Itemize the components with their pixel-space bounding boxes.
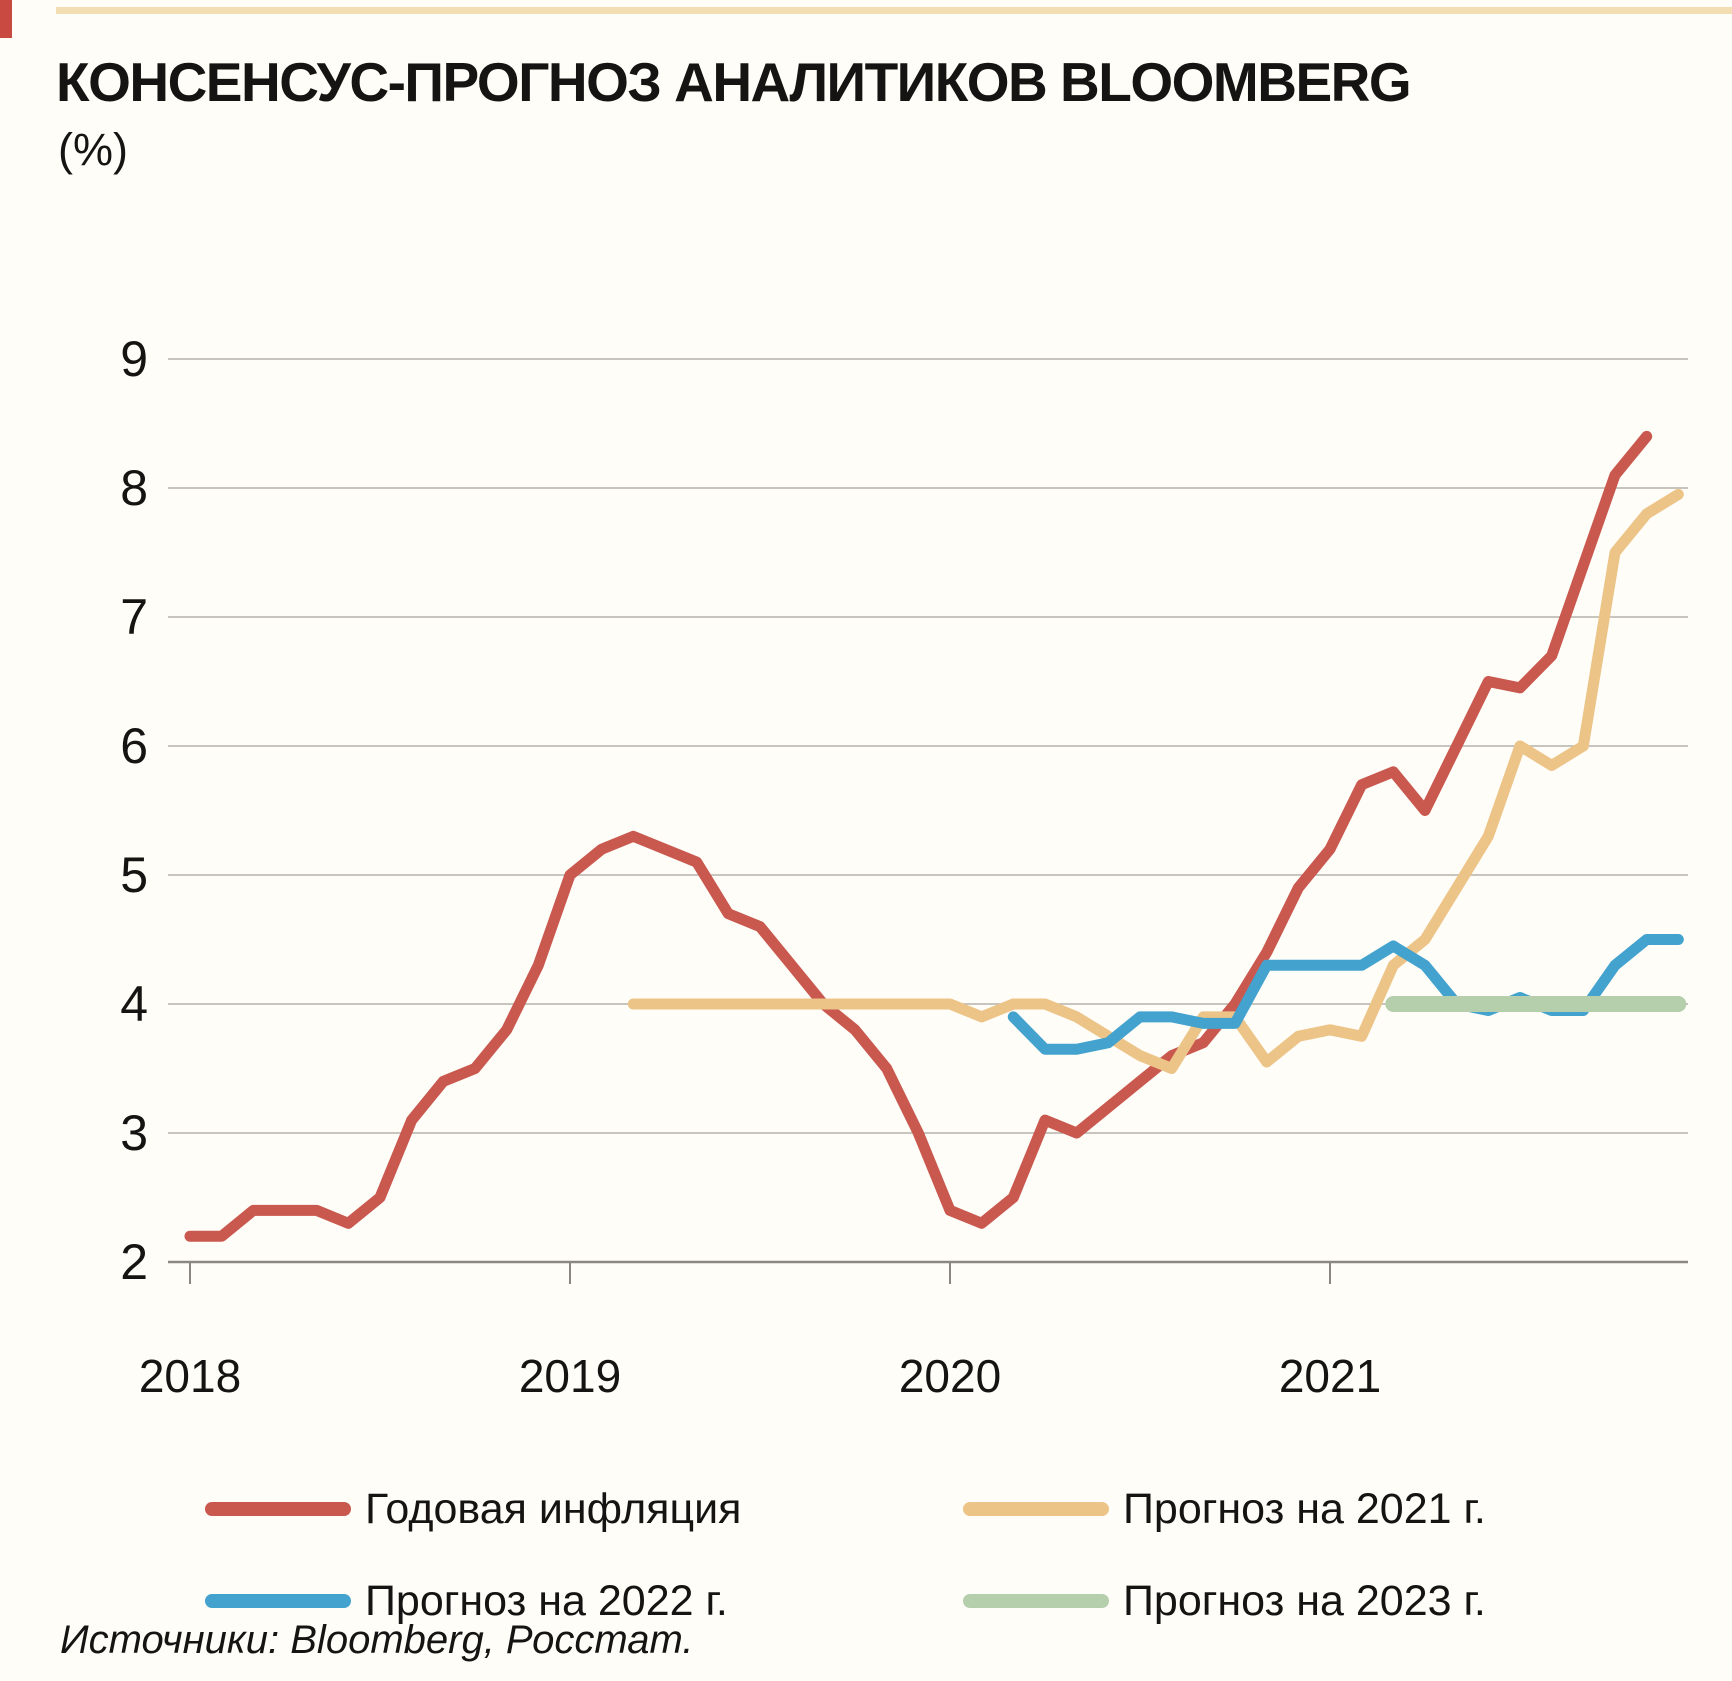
legend-swatch-forecast-2022 bbox=[205, 1594, 351, 1608]
legend-label-forecast-2022: Прогноз на 2022 г. bbox=[365, 1576, 728, 1625]
series-line-0 bbox=[184, 430, 1653, 1242]
legend-label-annual-inflation: Годовая инфляция bbox=[365, 1484, 742, 1533]
y-axis-label-3: 3 bbox=[120, 1105, 148, 1161]
chart-unit-label: (%) bbox=[58, 124, 128, 175]
x-axis-label-2018: 2018 bbox=[139, 1350, 241, 1402]
legend-swatch-annual-inflation bbox=[205, 1502, 351, 1516]
y-axis-label-6: 6 bbox=[120, 718, 148, 774]
x-axis-label-2020: 2020 bbox=[899, 1350, 1001, 1402]
y-axis-label-8: 8 bbox=[120, 460, 148, 516]
series-line-1 bbox=[627, 488, 1684, 1074]
legend-item-forecast-2023: Прогноз на 2023 г. bbox=[963, 1576, 1486, 1626]
legend-item-annual-inflation: Годовая инфляция bbox=[205, 1484, 963, 1534]
top-accent-rule bbox=[56, 7, 1732, 14]
legend-label-forecast-2021: Прогноз на 2021 г. bbox=[1123, 1484, 1486, 1533]
y-axis-label-2: 2 bbox=[120, 1234, 148, 1290]
legend-swatch-forecast-2023 bbox=[963, 1594, 1109, 1608]
x-axis-label-2021: 2021 bbox=[1279, 1350, 1381, 1402]
y-axis-label-4: 4 bbox=[120, 976, 148, 1032]
y-axis-label-7: 7 bbox=[120, 589, 148, 645]
x-axis-label-2019: 2019 bbox=[519, 1350, 621, 1402]
legend-label-forecast-2023: Прогноз на 2023 г. bbox=[1123, 1576, 1486, 1625]
source-note: Источники: Bloomberg, Росстат. bbox=[60, 1618, 694, 1662]
corner-accent-mark bbox=[0, 0, 12, 38]
y-axis-label-5: 5 bbox=[120, 847, 148, 903]
y-axis-label-9: 9 bbox=[120, 331, 148, 387]
legend-swatch-forecast-2021 bbox=[963, 1502, 1109, 1516]
legend: Годовая инфляция Прогноз на 2021 г. Прог… bbox=[205, 1484, 1486, 1626]
legend-item-forecast-2021: Прогноз на 2021 г. bbox=[963, 1484, 1486, 1534]
legend-item-forecast-2022: Прогноз на 2022 г. bbox=[205, 1576, 963, 1626]
chart-title: КОНСЕНСУС-ПРОГНОЗ АНАЛИТИКОВ BLOOMBERG bbox=[56, 51, 1412, 113]
